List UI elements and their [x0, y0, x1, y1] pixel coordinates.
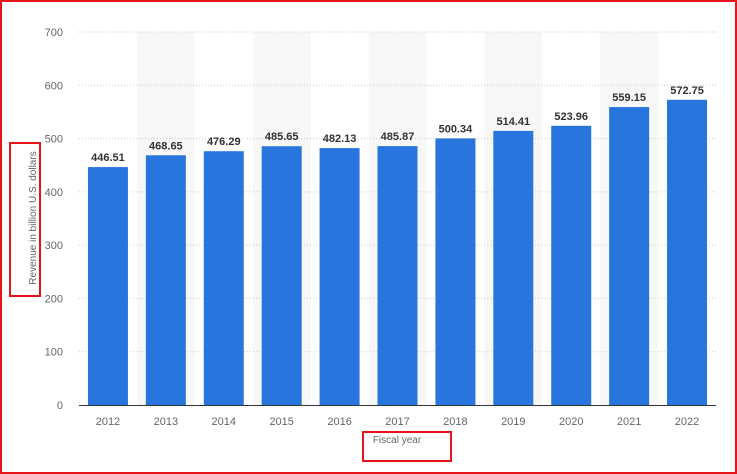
x-tick-label-2019: 2019 — [501, 416, 525, 428]
x-axis-ticks: 2012 2013 2014 2015 2016 2017 2018 2019 2020 2021… — [96, 416, 700, 428]
bar-2015[interactable] — [261, 146, 302, 405]
data-label-2013: 468.65 — [149, 140, 183, 152]
x-tick-label-2018: 2018 — [443, 416, 467, 428]
data-label-2015: 485.65 — [265, 131, 299, 143]
x-tick-label-2017: 2017 — [385, 416, 409, 428]
data-label-2017: 485.87 — [381, 131, 415, 143]
y-tick-label: 100 — [45, 347, 63, 359]
bar-2014[interactable] — [203, 151, 244, 405]
y-tick-label: 600 — [45, 80, 63, 92]
bar-2022[interactable] — [667, 99, 708, 406]
bar-2013[interactable] — [145, 155, 186, 405]
y-tick-label: 500 — [45, 134, 63, 146]
x-axis-title: Fiscal year — [373, 435, 422, 446]
y-tick-label: 200 — [45, 293, 63, 305]
y-axis-ticks: 0 100 200 300 400 500 600 700 — [45, 27, 63, 412]
data-label-2019: 514.41 — [496, 116, 530, 128]
y-tick-label: 700 — [45, 27, 63, 39]
bar-2018[interactable] — [435, 138, 476, 405]
data-label-2012: 446.51 — [91, 152, 125, 164]
bar-2012[interactable] — [87, 167, 128, 405]
bar-2019[interactable] — [493, 130, 534, 406]
x-tick-label-2013: 2013 — [154, 416, 178, 428]
x-tick-label-2014: 2014 — [212, 416, 236, 428]
y-axis-title: Revenue in billion U.S. dollars — [28, 151, 39, 284]
x-tick-label-2016: 2016 — [327, 416, 351, 428]
y-axis-title-highlight-box — [9, 142, 41, 297]
x-tick-label-2020: 2020 — [559, 416, 583, 428]
bars: 446.51 468.65 476.29 485.65 482.13 485.87 500.… — [87, 85, 708, 406]
bar-2017[interactable] — [377, 146, 418, 405]
x-tick-label-2021: 2021 — [617, 416, 641, 428]
x-tick-label-2012: 2012 — [96, 416, 120, 428]
bar-2016[interactable] — [319, 148, 360, 406]
data-label-2016: 482.13 — [323, 133, 357, 145]
x-tick-label-2015: 2015 — [269, 416, 293, 428]
data-label-2022: 572.75 — [670, 85, 704, 97]
y-tick-label: 300 — [45, 240, 63, 252]
x-tick-label-2022: 2022 — [675, 416, 699, 428]
bar-2021[interactable] — [609, 107, 650, 406]
data-label-2020: 523.96 — [554, 111, 588, 123]
y-tick-label: 400 — [45, 187, 63, 199]
bar-2020[interactable] — [551, 125, 592, 405]
data-label-2018: 500.34 — [439, 123, 474, 135]
data-label-2014: 476.29 — [207, 136, 241, 148]
data-label-2021: 559.15 — [612, 92, 646, 104]
y-tick-label: 0 — [57, 400, 63, 412]
x-axis-title-highlight-box — [362, 431, 452, 462]
